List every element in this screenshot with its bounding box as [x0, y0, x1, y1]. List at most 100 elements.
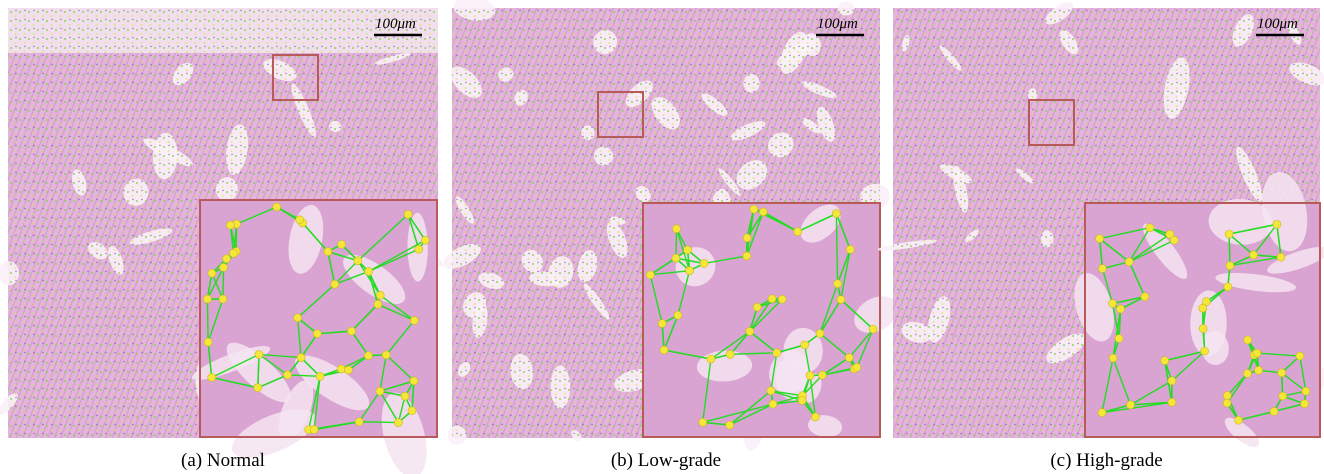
graph-edge [650, 269, 690, 276]
graph-node [323, 247, 333, 256]
inset-lumen [1215, 272, 1297, 293]
graph-edge [729, 390, 772, 426]
graph-node [1272, 220, 1282, 229]
graph-node [313, 329, 322, 338]
graph-node [768, 399, 778, 409]
graph-edge [1112, 308, 1122, 359]
graph-node [394, 418, 403, 427]
graph-node [222, 254, 231, 264]
graph-edge [1238, 410, 1275, 421]
graph-node [1201, 297, 1211, 306]
inset-lumen [1224, 417, 1260, 448]
graph-edge [856, 328, 874, 368]
graph-node [296, 353, 306, 362]
graph-edge [1101, 268, 1114, 304]
graph-node [800, 340, 809, 350]
graph-node [409, 316, 419, 325]
graph-node [364, 267, 373, 276]
graph-node [207, 268, 217, 278]
graph-edge [729, 403, 774, 426]
graph-edge [1229, 256, 1282, 267]
inset-lumen [1267, 246, 1324, 274]
graph-edge [407, 213, 426, 241]
graph-node [1249, 250, 1258, 260]
graph-edge [821, 357, 850, 376]
graph-edge [1273, 402, 1305, 413]
graph-edge [1128, 261, 1146, 297]
graph-edge [1228, 234, 1231, 266]
caption: (c) High-grade [1050, 450, 1162, 471]
graph-edge [730, 352, 777, 355]
graph-edge [710, 330, 751, 360]
graph-edge [377, 303, 415, 322]
graph-node [420, 235, 430, 245]
graph-node [772, 348, 782, 358]
graph-edge [1252, 223, 1278, 256]
graph-edge [1276, 224, 1282, 258]
graph-node [1252, 348, 1262, 358]
scale-bar-label: 100μm [1257, 16, 1298, 32]
graph-node [1200, 346, 1209, 356]
graph-edge [703, 255, 747, 265]
graph-edge [385, 354, 415, 382]
graph-node [272, 202, 282, 212]
graph-node [659, 345, 669, 355]
graph-node [1278, 391, 1287, 401]
graph-edge [379, 390, 399, 423]
graph-edge [314, 421, 360, 431]
graph-node [336, 364, 346, 374]
graph-edge [258, 353, 288, 376]
graph-edge [663, 349, 712, 360]
graph-edge [350, 330, 369, 357]
zoom-box [1028, 99, 1075, 146]
caption: (a) Normal [181, 450, 265, 471]
graph-node [1114, 334, 1124, 343]
graph-edge [1098, 238, 1104, 269]
graph-edge [1111, 303, 1120, 339]
graph-node [337, 240, 346, 249]
graph-edge [1102, 261, 1130, 270]
graph-node [1108, 353, 1118, 363]
graph-edge [1101, 404, 1131, 414]
graph-edge [368, 248, 420, 273]
inset-lumen [1142, 223, 1188, 279]
inset-lumen [343, 254, 406, 304]
panel: 100μm (a) Normal [0, 8, 444, 474]
graph-node [373, 299, 383, 309]
graph-edge [385, 320, 415, 356]
inset-lumen [769, 350, 810, 394]
graph-edge [776, 344, 805, 354]
graph-node [657, 319, 667, 328]
graph-edge [357, 213, 409, 262]
graph-node [844, 353, 854, 362]
inset-border [199, 199, 438, 438]
graph-edge [1164, 350, 1205, 362]
graph-edge [1128, 239, 1175, 263]
graph-edge [649, 274, 663, 324]
graph-node [203, 294, 212, 304]
graph-node [253, 383, 263, 393]
graph-edge [803, 344, 811, 376]
graph-node [805, 371, 815, 380]
graph-edge [379, 380, 415, 392]
graph-edge [663, 314, 679, 351]
graph-edge [379, 354, 387, 392]
graph-node [347, 326, 356, 336]
graph-node [1243, 369, 1252, 378]
graph-edge [836, 249, 851, 284]
graph-edge [835, 213, 851, 250]
graph-node [409, 376, 419, 386]
graph-edge [211, 376, 258, 389]
graph-edge [649, 249, 688, 276]
graph-node [218, 294, 228, 304]
scale-bar-label: 100μm [375, 16, 416, 32]
graph-edge [317, 330, 352, 335]
graph-edge [772, 395, 803, 405]
graph-edge [257, 354, 260, 388]
graph-edge [819, 299, 842, 334]
graph-edge [307, 376, 321, 430]
graph-edge [297, 283, 336, 319]
graph-edge [677, 270, 691, 316]
graph-edge [411, 380, 415, 411]
